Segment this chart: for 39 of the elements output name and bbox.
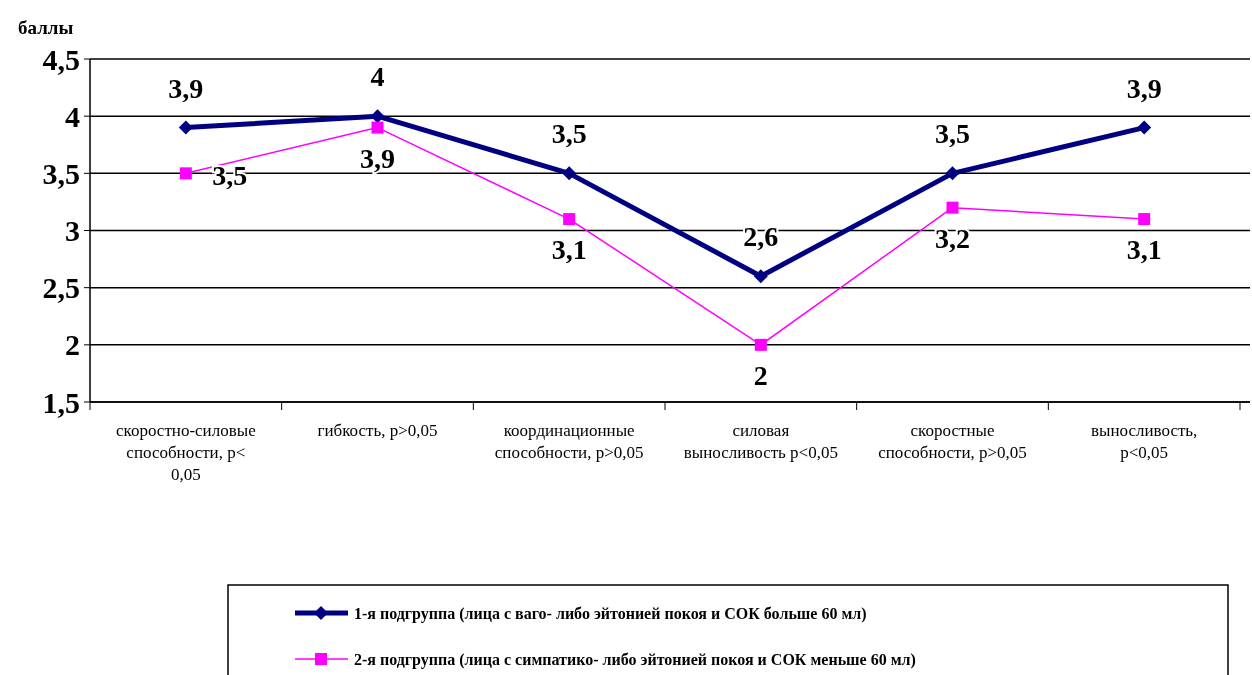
y-axis-title: баллы: [18, 17, 74, 38]
data-label: 3,5: [551, 118, 587, 150]
data-label: 3,1: [1126, 234, 1162, 266]
x-tick-label: силовая выносливость p<0,05: [683, 421, 838, 462]
data-label: 3,9: [1126, 72, 1162, 104]
point: [945, 166, 960, 181]
point: [178, 120, 193, 135]
y-tick-label: 2: [65, 328, 80, 362]
point: [754, 338, 767, 351]
y-tick-label: 1,5: [42, 385, 80, 419]
data-label: 2,6: [743, 221, 779, 253]
x-tick-label: скоростные способности, p>0,05: [878, 421, 1027, 462]
data-label: 4: [370, 61, 385, 93]
data-label: 3,2: [935, 222, 970, 254]
data-label: 3,9: [360, 142, 395, 174]
legend-label: 2-я подгруппа (лица с симпатико- либо эйтонией покоя и СОК меньше 60 мл): [354, 650, 916, 669]
data-label: 2: [753, 359, 768, 391]
point: [563, 213, 576, 226]
data-label: 3,5: [935, 118, 970, 150]
y-tick-label: 4,5: [42, 42, 80, 76]
point: [946, 201, 959, 214]
data-label: 3,1: [551, 234, 587, 266]
legend-label: 1-я подгруппа (лица с ваго- либо эйтонией покоя и СОК больше 60 мл): [354, 604, 867, 623]
y-tick-label: 2,5: [42, 271, 80, 305]
point: [370, 109, 385, 124]
y-tick-label: 3: [65, 214, 80, 247]
x-tick-label: выносливость, p<0,05: [1090, 421, 1198, 462]
point: [562, 166, 577, 181]
point: [1137, 120, 1152, 135]
x-tick-label: координационные способности, p>0,05: [494, 421, 644, 462]
point: [1138, 213, 1151, 226]
x-tick-label: гибкость, p>0,05: [317, 421, 438, 440]
point: [371, 121, 384, 134]
data-label: 3,9: [168, 72, 204, 104]
y-tick-label: 4: [65, 99, 80, 133]
point: [179, 167, 192, 180]
y-tick-label: 3,5: [42, 156, 80, 190]
point: [753, 269, 768, 284]
x-tick-label: скоростно-силовые способности, p< 0,05: [115, 421, 256, 484]
